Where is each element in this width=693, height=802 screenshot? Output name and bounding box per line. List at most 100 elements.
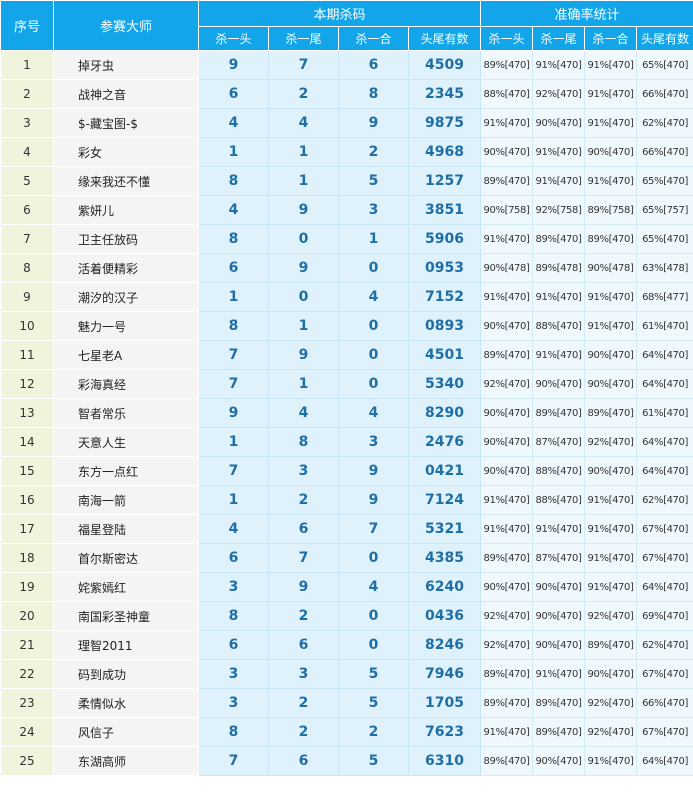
acc-cell: 88%[470]	[532, 485, 586, 515]
table-row: 17 福星登陆 4 6 7 5321 91%[470] 91%[470] 91%[470] 67%…	[0, 514, 693, 544]
kill-cell: 5	[338, 746, 409, 776]
kill-cell: 0	[338, 340, 409, 370]
kill-cell: 1	[338, 224, 409, 254]
kill-cell: 6	[198, 543, 269, 573]
acc-cell: 91%[470]	[480, 717, 534, 747]
kill-cell: 7152	[407, 282, 482, 312]
acc-cell: 65%[470]	[636, 224, 693, 254]
acc-cell: 88%[470]	[532, 311, 586, 341]
acc-cell: 89%[478]	[532, 253, 586, 283]
acc-cell: 89%[470]	[480, 543, 534, 573]
kill-cell: 4	[198, 195, 269, 225]
kill-cell: 2	[268, 688, 339, 718]
acc-cell: 90%[470]	[532, 630, 586, 660]
acc-cell: 89%[470]	[480, 688, 534, 718]
kill-cell: 5	[338, 688, 409, 718]
header-group: 准确率统计	[480, 0, 693, 27]
acc-cell: 90%[470]	[584, 456, 638, 486]
kill-cell: 5340	[407, 369, 482, 399]
table-row: 11 七星老A 7 9 0 4501 89%[470] 91%[470] 90%[470] 64%…	[0, 340, 693, 370]
kill-cell: 6	[268, 630, 339, 660]
kill-cell: 7	[338, 514, 409, 544]
acc-cell: 65%[757]	[636, 195, 693, 225]
table-row: 2 战神之音 6 2 8 2345 88%[470] 92%[470] 91%[470] 66%[…	[0, 79, 693, 109]
kill-cell: 4	[268, 398, 339, 428]
subheader: 杀一合	[584, 26, 638, 51]
acc-cell: 64%[470]	[636, 340, 693, 370]
subheader: 杀一尾	[532, 26, 586, 51]
acc-cell: 89%[470]	[584, 224, 638, 254]
kill-cell: 9	[268, 195, 339, 225]
kill-cell: 5906	[407, 224, 482, 254]
kill-cell: 1	[268, 369, 339, 399]
seq-cell: 17	[0, 514, 54, 544]
acc-cell: 90%[470]	[584, 137, 638, 167]
acc-cell: 89%[470]	[480, 340, 534, 370]
acc-cell: 92%[758]	[532, 195, 586, 225]
name-cell: 东湖高师	[53, 746, 199, 776]
kill-cell: 2	[268, 485, 339, 515]
name-cell: 姹紫嫣红	[53, 572, 199, 602]
kill-cell: 9	[338, 108, 409, 138]
kill-cell: 8	[198, 224, 269, 254]
acc-cell: 89%[470]	[480, 659, 534, 689]
kill-cell: 6	[268, 514, 339, 544]
acc-cell: 91%[470]	[584, 166, 638, 196]
kill-cell: 4	[198, 514, 269, 544]
kill-cell: 3	[338, 195, 409, 225]
table-row: 6 紫妍儿 4 9 3 3851 90%[758] 92%[758] 89%[758] 65%[7…	[0, 195, 693, 225]
name-cell: 南国彩圣神童	[53, 601, 199, 631]
header-seq: 序号	[0, 0, 54, 51]
kill-cell: 1	[198, 282, 269, 312]
seq-cell: 24	[0, 717, 54, 747]
name-cell: 七星老A	[53, 340, 199, 370]
kill-cell: 2	[268, 717, 339, 747]
table-row: 13 智者常乐 9 4 4 8290 90%[470] 89%[470] 89%[470] 61%…	[0, 398, 693, 428]
name-cell: 彩女	[53, 137, 199, 167]
acc-cell: 69%[470]	[636, 601, 693, 631]
acc-cell: 90%[478]	[584, 253, 638, 283]
kill-cell: 4968	[407, 137, 482, 167]
kill-cell: 2	[338, 717, 409, 747]
name-cell: $-藏宝图-$	[53, 108, 199, 138]
name-cell: 卫主任放码	[53, 224, 199, 254]
acc-cell: 90%[470]	[480, 398, 534, 428]
name-cell: 智者常乐	[53, 398, 199, 428]
acc-cell: 91%[470]	[584, 79, 638, 109]
seq-cell: 18	[0, 543, 54, 573]
name-cell: 码到成功	[53, 659, 199, 689]
acc-cell: 87%[470]	[532, 543, 586, 573]
kill-cell: 4	[338, 398, 409, 428]
kill-cell: 9	[198, 50, 269, 80]
table-row: 22 码到成功 3 3 5 7946 89%[470] 91%[470] 90%[470] 67%…	[0, 659, 693, 689]
seq-cell: 20	[0, 601, 54, 631]
kill-cell: 0	[268, 282, 339, 312]
name-cell: 缘来我还不懂	[53, 166, 199, 196]
kill-cell: 8	[198, 311, 269, 341]
kill-cell: 8	[268, 427, 339, 457]
kill-cell: 6	[198, 79, 269, 109]
kill-cell: 8246	[407, 630, 482, 660]
table-row: 12 彩海真经 7 1 0 5340 92%[470] 90%[470] 90%[470] 64%…	[0, 369, 693, 399]
acc-cell: 90%[470]	[480, 427, 534, 457]
name-cell: 魅力一号	[53, 311, 199, 341]
seq-cell: 8	[0, 253, 54, 283]
kill-cell: 3	[338, 427, 409, 457]
seq-cell: 10	[0, 311, 54, 341]
acc-cell: 64%[470]	[636, 369, 693, 399]
kill-cell: 3	[268, 456, 339, 486]
kill-cell: 6	[268, 746, 339, 776]
table-row: 10 魅力一号 8 1 0 0893 90%[470] 88%[470] 91%[470] 61%…	[0, 311, 693, 341]
header-name: 参赛大师	[53, 0, 199, 51]
acc-cell: 66%[470]	[636, 688, 693, 718]
acc-cell: 90%[470]	[532, 601, 586, 631]
ranking-table: 序号 参赛大师 本期杀码 准确率统计 杀一头 杀一尾 杀一合 头尾有数 杀一头 杀一尾 杀一…	[0, 0, 693, 776]
subheader: 杀一尾	[268, 26, 339, 51]
acc-cell: 91%[470]	[584, 311, 638, 341]
acc-cell: 91%[470]	[532, 137, 586, 167]
kill-cell: 5321	[407, 514, 482, 544]
table-row: 15 东方一点红 7 3 9 0421 90%[470] 88%[470] 90%[470] 64…	[0, 456, 693, 486]
kill-cell: 0	[338, 601, 409, 631]
acc-cell: 67%[470]	[636, 543, 693, 573]
